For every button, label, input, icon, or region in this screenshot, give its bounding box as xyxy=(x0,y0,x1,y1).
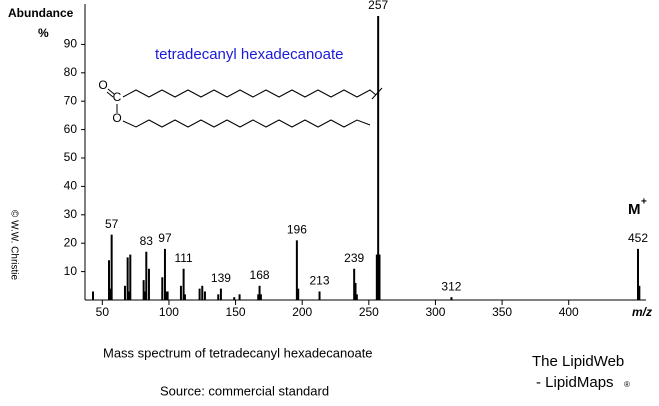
chain-break xyxy=(371,87,383,100)
peak-label: 257 xyxy=(368,0,388,12)
x-tick-label: 200 xyxy=(292,305,312,319)
y-tick-label: 50 xyxy=(64,150,78,164)
y-tick-label: 80 xyxy=(64,65,78,79)
peak-label: 139 xyxy=(211,271,231,285)
alkyl-chain xyxy=(122,119,371,128)
peak-label: 168 xyxy=(250,268,270,282)
brand-mark: ® xyxy=(624,380,630,389)
x-tick-label: 50 xyxy=(96,305,110,319)
caption: Mass spectrum of tetradecanyl hexadecano… xyxy=(103,345,373,360)
x-tick-label: 400 xyxy=(559,305,579,319)
x-tick-label: 250 xyxy=(359,305,379,319)
y-tick-label: 10 xyxy=(64,264,78,278)
molecular-ion-label: M xyxy=(628,201,641,218)
brand-line1: The LipidWeb xyxy=(532,353,624,370)
y-tick-label: 70 xyxy=(64,93,78,107)
bond xyxy=(106,91,114,98)
y-tick-label: 20 xyxy=(64,235,78,249)
atom: O xyxy=(98,78,107,92)
y-tick-label: 60 xyxy=(64,122,78,136)
copyright: © W.W. Christie xyxy=(8,210,19,281)
x-tick-label: 350 xyxy=(492,305,512,319)
y-tick-label: 90 xyxy=(64,37,78,51)
peak-label: 97 xyxy=(158,231,172,245)
y-axis-label: Abundance xyxy=(8,6,74,20)
x-tick-label: 300 xyxy=(425,305,445,319)
peak-label: 213 xyxy=(310,274,330,288)
x-axis-label: m/z xyxy=(632,305,652,319)
x-tick-label: 150 xyxy=(226,305,246,319)
compound-name: tetradecanyl hexadecanoate xyxy=(155,46,343,63)
x-tick-label: 100 xyxy=(159,305,179,319)
acyl-chain xyxy=(122,89,377,98)
y-tick-label: 40 xyxy=(64,179,78,193)
peak-label: 57 xyxy=(105,217,119,231)
peak-label: 312 xyxy=(441,279,461,293)
y-axis-unit: % xyxy=(38,26,49,40)
peak-label: 452 xyxy=(628,231,648,245)
molecular-ion-charge: + xyxy=(641,197,647,208)
brand-line2: - LipidMaps xyxy=(536,374,614,391)
bond xyxy=(107,88,115,95)
atom: O xyxy=(112,111,121,125)
peak-label: 239 xyxy=(344,251,364,265)
peak-label: 83 xyxy=(140,234,154,248)
y-tick-label: 30 xyxy=(64,207,78,221)
atom: C xyxy=(113,90,122,104)
peak-label: 111 xyxy=(174,251,193,265)
source: Source: commercial standard xyxy=(160,383,329,398)
peak-label: 196 xyxy=(287,223,307,237)
